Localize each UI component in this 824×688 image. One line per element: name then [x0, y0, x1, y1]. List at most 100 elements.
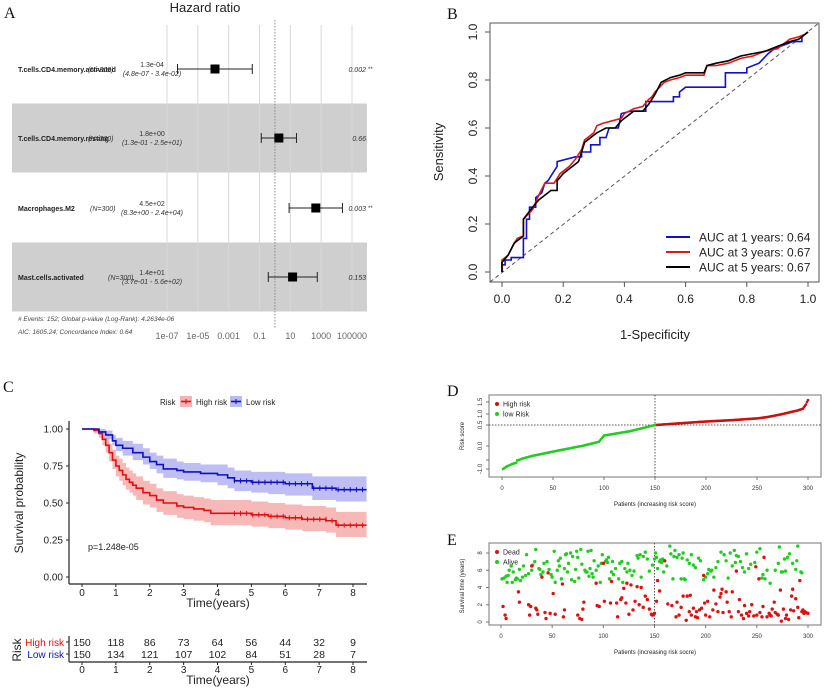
roc-x-tick-label: 0.8 — [738, 292, 755, 306]
risk-table-cell: 150 — [73, 649, 91, 661]
alive-point — [650, 563, 655, 567]
risk-score-y-tick-label: 1.0 — [478, 409, 484, 418]
dead-point — [727, 609, 731, 614]
roc-legend-label: AUC at 5 years: 0.67 — [699, 261, 811, 275]
survival-status-x-tick-label: 100 — [598, 634, 609, 640]
risk-score-y-tick-label: 0.5 — [478, 420, 484, 429]
dead-point — [714, 602, 718, 606]
alive-point — [710, 568, 714, 572]
dead-point — [702, 601, 707, 605]
alive-point — [570, 554, 575, 559]
dead-point — [675, 600, 679, 604]
dead-point — [645, 597, 650, 602]
alive-point — [587, 574, 591, 578]
alive-point — [785, 555, 790, 560]
dead-point — [754, 565, 758, 569]
alive-point — [740, 565, 745, 570]
dead-point — [561, 615, 566, 619]
alive-point — [509, 564, 513, 568]
alive-point — [558, 556, 563, 560]
alive-point — [572, 579, 577, 584]
alive-point — [760, 576, 764, 580]
forest-hr-marker — [288, 272, 298, 282]
dead-point — [720, 587, 724, 591]
alive-point — [610, 559, 615, 564]
dead-point — [786, 617, 791, 622]
roc-x-tick-label: 1.0 — [800, 292, 817, 306]
risk-table-cell: 28 — [313, 649, 325, 661]
alive-point — [698, 559, 703, 563]
dead-point — [527, 613, 532, 617]
dead-point — [535, 608, 539, 612]
forest-significance: ** — [368, 206, 373, 212]
alive-point — [533, 559, 537, 564]
alive-point — [794, 567, 798, 572]
forest-n-label: (N=300) — [108, 275, 133, 282]
alive-point — [673, 548, 677, 553]
risk-score-legend-dot — [495, 412, 499, 416]
forest-tick-label: 100000 — [337, 331, 367, 341]
alive-point — [746, 566, 751, 571]
dead-point — [779, 619, 784, 623]
alive-point — [800, 571, 804, 575]
dead-point — [688, 593, 693, 597]
dead-point — [791, 609, 796, 613]
dead-point — [652, 611, 657, 616]
forest-n-label: (N=300) — [90, 206, 115, 213]
dead-point — [742, 603, 747, 608]
dead-point — [516, 590, 521, 594]
forest-variable-label: T.cells.CD4.memory.activated — [18, 67, 116, 74]
alive-point — [520, 575, 525, 579]
risk-score-point — [805, 400, 809, 404]
dead-point — [725, 600, 729, 604]
risk-score-chart: 0 50 100 150 200 250 300 -1.0 0.0 0.5 1.0 1.5 High … — [460, 394, 822, 508]
alive-point — [776, 561, 781, 566]
forest-p-value: 0.153 — [348, 275, 366, 282]
dead-point — [677, 613, 681, 617]
dead-point — [781, 607, 786, 611]
risk-table-cell: 107 — [175, 649, 193, 661]
km-x-tick-label: 3 — [181, 588, 187, 599]
alive-point — [777, 545, 782, 549]
dead-point — [708, 615, 712, 619]
dead-point — [718, 595, 722, 599]
dead-point — [657, 589, 662, 593]
survival-status-x-tick-label: 50 — [549, 634, 556, 640]
alive-point — [696, 556, 701, 560]
survival-status-xlabel: Patients (increasing risk socre) — [614, 650, 696, 656]
alive-point — [596, 564, 600, 568]
survival-status-legend-label: Alive — [503, 560, 518, 567]
alive-point — [591, 575, 595, 579]
alive-point — [530, 568, 534, 572]
alive-point — [605, 560, 610, 565]
alive-point — [559, 577, 564, 581]
alive-point — [585, 570, 589, 574]
risk-score-xlabel: Patients (increasing risk score) — [614, 502, 696, 508]
dead-point — [551, 591, 555, 596]
alive-point — [773, 568, 777, 572]
forest-hr-marker — [311, 203, 321, 213]
forest-hr-label: 1.3e-04 — [140, 62, 164, 69]
survival-status-ylabel: Survival time (years) — [460, 559, 466, 614]
dead-point — [540, 575, 544, 579]
forest-hr-marker — [274, 133, 284, 143]
forest-variable-label: Macrophages.M2 — [18, 206, 75, 213]
survival-status-x-tick-label: 300 — [803, 634, 814, 640]
forest-variable-label: Mast.cells.activated — [18, 275, 84, 282]
dead-point — [739, 613, 744, 617]
alive-point — [523, 573, 528, 578]
alive-point — [671, 577, 675, 581]
alive-point — [556, 559, 561, 563]
alive-point — [580, 562, 584, 566]
dead-point — [691, 606, 696, 610]
risk-score-point — [806, 398, 810, 402]
alive-point — [613, 566, 618, 571]
alive-point — [628, 568, 632, 572]
forest-row: Mast.cells.activated (N=300) 1.4e+01 (3.7e-… — [18, 270, 366, 286]
risk-table-cell: 56 — [246, 637, 258, 649]
risk-score-x-tick-label: 250 — [752, 486, 763, 492]
risk-score-x-tick-label: 100 — [599, 486, 610, 492]
dead-point — [765, 615, 769, 619]
alive-point — [564, 552, 569, 556]
alive-point — [636, 556, 640, 560]
